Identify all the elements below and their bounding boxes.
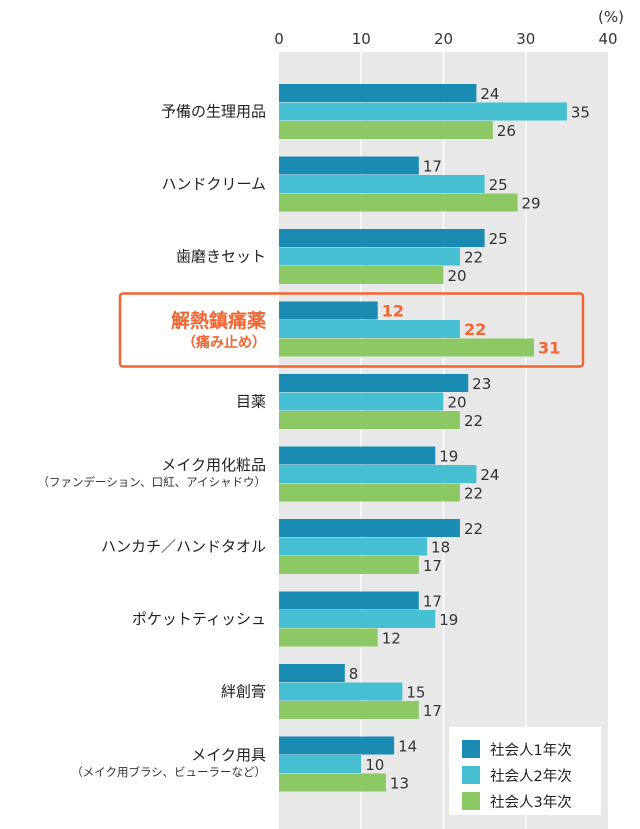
x-tick-label: 30 — [516, 30, 535, 48]
bar — [279, 121, 493, 139]
category-label: 予備の生理用品 — [161, 103, 266, 121]
bar — [279, 84, 477, 102]
legend-swatch — [462, 740, 480, 758]
data-label: 14 — [398, 738, 417, 756]
category-sublabel: （ファンデーション、口紅、アイシャドウ） — [37, 475, 266, 489]
bar — [279, 556, 419, 574]
category-label: 目薬 — [236, 393, 266, 411]
bar — [279, 102, 567, 121]
bar — [279, 266, 444, 284]
data-label: 35 — [571, 104, 590, 122]
data-label: 8 — [349, 665, 359, 683]
data-label: 26 — [497, 122, 516, 140]
bar — [279, 591, 419, 610]
legend-label: 社会人3年次 — [490, 794, 572, 811]
x-axis-ticks: 0 10 20 30 40 — [274, 30, 617, 48]
bar — [279, 175, 485, 193]
bar — [279, 156, 419, 175]
data-label: 31 — [538, 339, 560, 358]
category-label: 歯磨きセット — [176, 248, 266, 266]
data-label: 22 — [464, 485, 483, 503]
bar — [279, 736, 395, 755]
data-label: 19 — [439, 448, 458, 466]
bar — [279, 773, 386, 792]
bar — [279, 755, 362, 773]
data-label: 10 — [365, 756, 384, 774]
legend-swatch — [462, 792, 480, 810]
data-label: 24 — [480, 85, 499, 103]
bar — [279, 610, 436, 628]
legend-label: 社会人1年次 — [490, 742, 572, 759]
bar — [279, 320, 460, 338]
data-label: 13 — [390, 775, 409, 793]
unit-label: (%) — [598, 8, 624, 26]
data-label: 25 — [489, 230, 508, 248]
x-tick-label: 40 — [598, 30, 617, 48]
data-label: 22 — [464, 249, 483, 267]
data-label: 23 — [472, 375, 491, 393]
category-label: メイク用具 — [191, 746, 266, 764]
category-label: ポケットティッシュ — [132, 610, 266, 628]
bar — [279, 537, 428, 556]
data-label: 19 — [439, 611, 458, 629]
data-label: 18 — [431, 539, 450, 557]
bars: 2435261725292522201222312320221924222218… — [279, 84, 590, 793]
bar — [279, 301, 378, 320]
bar — [279, 664, 345, 682]
data-label: 12 — [382, 630, 401, 648]
legend-swatch — [462, 766, 480, 784]
bar — [279, 374, 469, 392]
bar — [279, 465, 477, 483]
data-label: 29 — [522, 195, 541, 213]
data-label: 15 — [406, 684, 425, 702]
highlight-box — [118, 292, 585, 368]
data-label: 17 — [423, 702, 442, 720]
category-label: 解熱鎮痛薬 — [171, 309, 266, 332]
bar — [279, 392, 444, 411]
bar — [279, 446, 436, 465]
data-label: 24 — [480, 466, 499, 484]
legend-label: 社会人2年次 — [490, 768, 572, 785]
bar — [279, 519, 460, 537]
data-label: 25 — [489, 176, 508, 194]
bar — [279, 247, 460, 266]
category-label: メイク用化粧品 — [161, 456, 266, 474]
bar — [279, 483, 460, 502]
category-sublabel: （メイク用ブラシ、ビューラーなど） — [71, 765, 266, 779]
data-label: 20 — [448, 394, 467, 412]
bar — [279, 193, 518, 212]
data-label: 22 — [464, 520, 483, 538]
data-label: 12 — [382, 302, 404, 321]
category-sublabel: （痛み止め） — [182, 334, 266, 351]
data-label: 22 — [464, 412, 483, 430]
x-tick-label: 10 — [352, 30, 371, 48]
bar — [279, 411, 460, 429]
data-label: 20 — [448, 267, 467, 285]
data-label: 22 — [464, 320, 486, 339]
bar — [279, 338, 534, 357]
bar — [279, 701, 419, 719]
x-tick-label: 0 — [274, 30, 284, 48]
bar — [279, 682, 403, 701]
x-tick-label: 20 — [434, 30, 453, 48]
bar — [279, 628, 378, 647]
data-label: 17 — [423, 557, 442, 575]
data-label: 17 — [423, 593, 442, 611]
category-label: ハンカチ／ハンドタオル — [101, 538, 266, 556]
category-label: ハンドクリーム — [161, 175, 266, 193]
bar — [279, 229, 485, 247]
data-label: 17 — [423, 158, 442, 176]
category-label: 絆創膏 — [221, 683, 266, 701]
